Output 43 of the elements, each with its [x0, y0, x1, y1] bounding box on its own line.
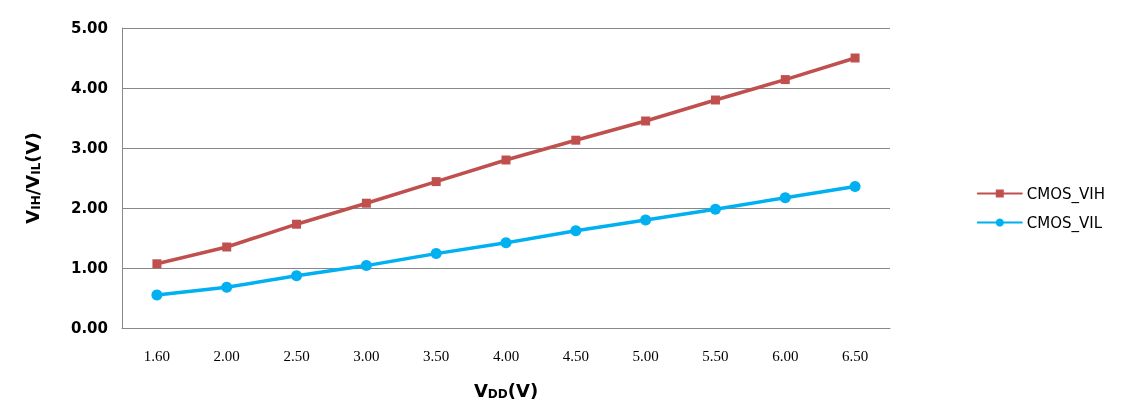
point: [361, 198, 371, 208]
x-tick-label: 2.00: [213, 347, 240, 364]
legend-label: CMOS_VIL: [1026, 213, 1103, 233]
point: [780, 75, 790, 85]
point: [360, 260, 372, 272]
y-tick-label: 4.00: [70, 79, 108, 97]
point: [430, 248, 442, 260]
point: [431, 177, 441, 187]
point: [570, 225, 582, 237]
y-tick-label: 3.00: [70, 139, 108, 157]
x-axis-title: VDD(V): [473, 379, 539, 401]
point: [222, 242, 232, 252]
point: [709, 203, 721, 215]
x-tick-label: 3.50: [423, 347, 450, 364]
point: [850, 53, 860, 63]
x-tick-label: 4.00: [492, 347, 520, 364]
point: [710, 95, 720, 105]
point: [779, 192, 791, 204]
y-axis-title: VIH/VIL(V): [21, 132, 43, 224]
y-tick-label: 1.00: [70, 259, 108, 277]
x-tick-label: 2.50: [283, 347, 310, 364]
legend-label: CMOS_VIH: [1026, 184, 1106, 204]
x-tick-label: 6.00: [772, 347, 799, 364]
point: [640, 214, 652, 226]
x-tick-label: 5.50: [702, 347, 729, 364]
point: [221, 281, 233, 293]
x-tick-label: 4.50: [562, 347, 589, 364]
x-tick-label: 3.00: [353, 347, 380, 364]
y-tick-label: 5.00: [70, 19, 108, 37]
point: [849, 180, 861, 192]
y-tick-label: 2.00: [70, 199, 108, 217]
point: [151, 289, 163, 301]
y-tick-label: 0.00: [70, 319, 108, 337]
x-tick-label: 6.50: [841, 347, 869, 364]
point: [571, 135, 581, 145]
point: [500, 237, 512, 249]
point: [501, 155, 511, 165]
point: [292, 219, 302, 229]
point: [291, 270, 303, 282]
point: [152, 259, 162, 269]
x-tick-label: 1.60: [143, 347, 171, 364]
x-tick-label: 5.00: [632, 347, 659, 364]
point: [641, 116, 651, 126]
